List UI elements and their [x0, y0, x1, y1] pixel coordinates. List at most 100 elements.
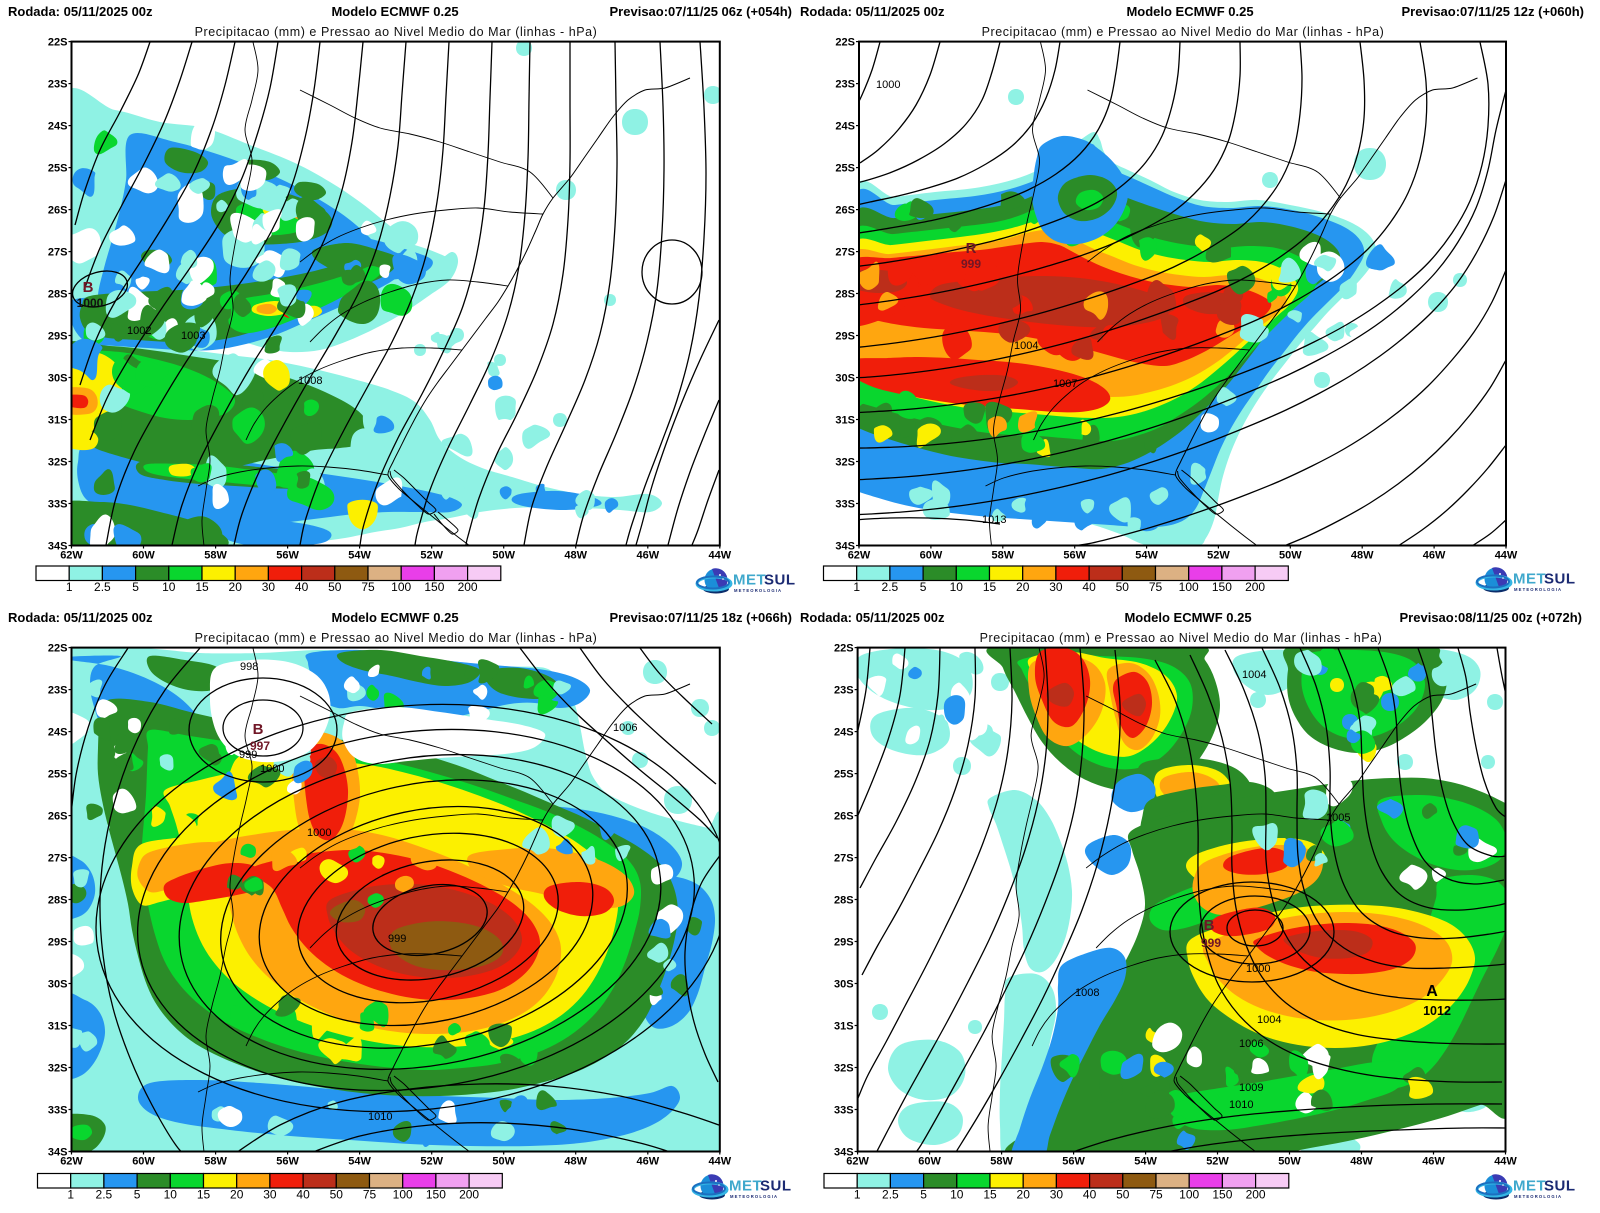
svg-text:48W: 48W: [564, 550, 587, 562]
svg-text:100: 100: [1179, 1188, 1199, 1202]
svg-text:M E T E O R O L O G I A: M E T E O R O L O G I A: [1514, 587, 1561, 592]
svg-text:30S: 30S: [835, 373, 855, 385]
svg-text:33S: 33S: [48, 499, 68, 511]
svg-text:15: 15: [195, 580, 209, 594]
svg-text:54W: 54W: [1134, 1156, 1157, 1168]
svg-text:48W: 48W: [564, 1156, 587, 1168]
svg-text:32S: 32S: [835, 457, 855, 469]
svg-text:40: 40: [295, 580, 309, 594]
svg-text:Previsao:07/11/25 12z (+060h): Previsao:07/11/25 12z (+060h): [1402, 4, 1584, 19]
svg-text:1: 1: [853, 580, 860, 594]
svg-text:Previsao:07/11/25 06z (+054h): Previsao:07/11/25 06z (+054h): [610, 4, 792, 19]
svg-text:1004: 1004: [1257, 1014, 1281, 1026]
svg-text:5: 5: [132, 580, 139, 594]
svg-text:52W: 52W: [1207, 550, 1230, 562]
svg-text:Modelo ECMWF 0.25: Modelo ECMWF 0.25: [1126, 4, 1253, 19]
svg-text:28S: 28S: [834, 895, 854, 907]
svg-text:56W: 56W: [1063, 550, 1086, 562]
svg-text:60W: 60W: [920, 550, 943, 562]
svg-text:Previsao:07/11/25 18z (+066h): Previsao:07/11/25 18z (+066h): [610, 610, 792, 625]
svg-text:100: 100: [1179, 580, 1199, 594]
svg-text:1004: 1004: [1014, 340, 1038, 352]
svg-text:24S: 24S: [835, 121, 855, 133]
svg-text:34S: 34S: [48, 541, 68, 553]
svg-text:20: 20: [229, 580, 243, 594]
svg-text:1000: 1000: [260, 763, 284, 775]
svg-text:Precipitacao (mm) e Pressao ao: Precipitacao (mm) e Pressao ao Nivel Med…: [195, 25, 598, 39]
svg-text:27S: 27S: [834, 853, 854, 865]
svg-text:46W: 46W: [1423, 550, 1446, 562]
svg-text:54W: 54W: [348, 1156, 371, 1168]
svg-text:1013: 1013: [982, 514, 1006, 526]
svg-text:SUL: SUL: [1544, 1178, 1576, 1195]
svg-text:1: 1: [67, 1188, 74, 1202]
svg-text:29S: 29S: [834, 937, 854, 949]
svg-text:75: 75: [1149, 580, 1163, 594]
svg-text:58W: 58W: [204, 550, 227, 562]
svg-text:31S: 31S: [48, 1021, 68, 1033]
svg-text:50: 50: [328, 580, 342, 594]
svg-text:150: 150: [424, 580, 444, 594]
svg-text:1000: 1000: [1246, 963, 1270, 975]
svg-text:22S: 22S: [48, 37, 68, 49]
svg-text:62W: 62W: [846, 1156, 869, 1168]
svg-text:150: 150: [1212, 1188, 1232, 1202]
svg-text:75: 75: [1149, 1188, 1163, 1202]
svg-text:62W: 62W: [60, 1156, 83, 1168]
svg-text:R: R: [966, 240, 977, 257]
svg-text:58W: 58W: [991, 550, 1014, 562]
svg-text:31S: 31S: [834, 1021, 854, 1033]
svg-text:44W: 44W: [1495, 550, 1518, 562]
svg-text:Precipitacao (mm) e Pressao ao: Precipitacao (mm) e Pressao ao Nivel Med…: [195, 631, 598, 645]
svg-text:62W: 62W: [60, 550, 83, 562]
svg-text:33S: 33S: [48, 1105, 68, 1117]
svg-text:M E T E O R O L O G I A: M E T E O R O L O G I A: [730, 1194, 777, 1199]
svg-text:997: 997: [250, 739, 270, 753]
svg-text:25S: 25S: [835, 163, 855, 175]
svg-text:44W: 44W: [1494, 1156, 1517, 1168]
svg-text:25S: 25S: [48, 769, 68, 781]
svg-text:1007: 1007: [1053, 378, 1077, 390]
svg-text:33S: 33S: [834, 1105, 854, 1117]
svg-text:22S: 22S: [835, 37, 855, 49]
svg-text:27S: 27S: [48, 853, 68, 865]
svg-text:27S: 27S: [835, 247, 855, 259]
svg-text:Precipitacao (mm) e Pressao ao: Precipitacao (mm) e Pressao ao Nivel Med…: [980, 631, 1383, 645]
svg-text:999: 999: [239, 749, 257, 761]
svg-text:31S: 31S: [48, 415, 68, 427]
svg-text:SUL: SUL: [764, 572, 796, 589]
svg-text:24S: 24S: [48, 121, 68, 133]
svg-text:B: B: [1204, 917, 1215, 934]
svg-text:Rodada: 05/11/2025 00z: Rodada: 05/11/2025 00z: [8, 4, 153, 19]
svg-text:52W: 52W: [420, 550, 443, 562]
svg-text:56W: 56W: [276, 1156, 299, 1168]
svg-text:Previsao:08/11/25 00z (+072h): Previsao:08/11/25 00z (+072h): [1400, 610, 1582, 625]
svg-text:28S: 28S: [48, 289, 68, 301]
svg-text:46W: 46W: [636, 1156, 659, 1168]
svg-text:B: B: [253, 721, 264, 738]
svg-text:50: 50: [1116, 1188, 1130, 1202]
svg-text:5: 5: [920, 1188, 927, 1202]
svg-text:Rodada: 05/11/2025 00z: Rodada: 05/11/2025 00z: [800, 4, 945, 19]
svg-text:1005: 1005: [1326, 812, 1350, 824]
svg-text:100: 100: [391, 580, 411, 594]
svg-text:50W: 50W: [1279, 550, 1302, 562]
svg-text:56W: 56W: [1062, 1156, 1085, 1168]
svg-text:M E T E O R O L O G I A: M E T E O R O L O G I A: [734, 588, 781, 593]
svg-text:200: 200: [1245, 580, 1265, 594]
svg-text:B: B: [83, 279, 94, 296]
svg-text:1000: 1000: [876, 79, 900, 91]
svg-text:15: 15: [197, 1188, 211, 1202]
svg-text:44W: 44W: [708, 1156, 731, 1168]
svg-text:30: 30: [1050, 1188, 1064, 1202]
svg-text:10: 10: [162, 580, 176, 594]
svg-text:52W: 52W: [1206, 1156, 1229, 1168]
svg-text:50: 50: [1116, 580, 1130, 594]
svg-text:26S: 26S: [834, 811, 854, 823]
svg-text:2.5: 2.5: [96, 1188, 113, 1202]
svg-text:1010: 1010: [1229, 1099, 1253, 1111]
svg-text:5: 5: [920, 580, 927, 594]
svg-text:1000: 1000: [307, 827, 331, 839]
svg-text:48W: 48W: [1350, 1156, 1373, 1168]
svg-text:200: 200: [459, 1188, 479, 1202]
